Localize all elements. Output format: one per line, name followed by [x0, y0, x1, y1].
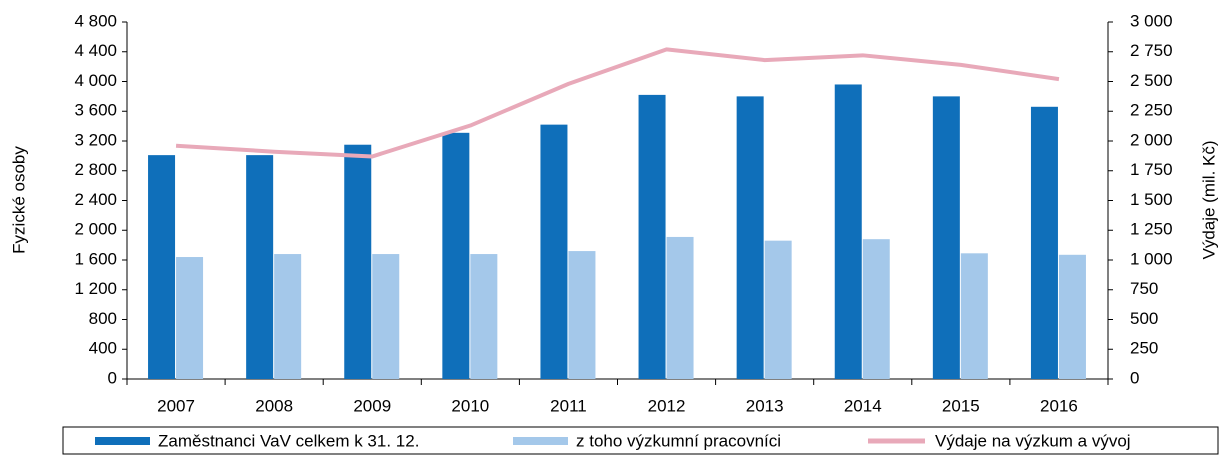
y2-tick-label: 2 000: [1130, 130, 1173, 149]
x-tick-label: 2010: [451, 396, 489, 415]
x-tick-label: 2014: [844, 396, 882, 415]
y-tick-label: 0: [108, 368, 117, 387]
y2-tick-label: 2 250: [1130, 101, 1173, 120]
bar: [344, 144, 372, 379]
y-tick-label: 2 000: [74, 220, 117, 239]
y2-tick-label: 500: [1130, 309, 1158, 328]
bar: [862, 239, 890, 379]
y2-tick-label: 1 750: [1130, 160, 1173, 179]
bar: [148, 155, 176, 379]
y-tick-label: 2 800: [74, 160, 117, 179]
y-tick-label: 2 400: [74, 190, 117, 209]
bar: [470, 254, 498, 379]
bar: [638, 94, 666, 379]
y-tick-label: 800: [89, 309, 117, 328]
bar: [442, 132, 470, 379]
x-tick-label: 2015: [942, 396, 980, 415]
bar: [1058, 254, 1086, 379]
y-tick-label: 3 200: [74, 130, 117, 149]
y-tick-label: 4 800: [74, 11, 117, 30]
y2-tick-label: 1 000: [1130, 249, 1173, 268]
bar: [568, 251, 596, 379]
x-tick-label: 2016: [1040, 396, 1078, 415]
legend-swatch: [513, 437, 568, 445]
y-tick-label: 1 200: [74, 279, 117, 298]
bar: [960, 253, 988, 379]
bar: [176, 257, 204, 379]
bar: [834, 84, 862, 379]
line: [175, 47, 1060, 159]
bar: [666, 236, 694, 379]
y2-tick-label: 2 750: [1130, 41, 1173, 60]
x-tick-label: 2009: [353, 396, 391, 415]
legend-swatch: [95, 437, 150, 445]
y2-tick-label: 1 250: [1130, 220, 1173, 239]
legend-label: z toho výzkumní pracovníci: [576, 431, 781, 450]
bar: [246, 155, 274, 379]
y2-tick-label: 2 500: [1130, 71, 1173, 90]
y-tick-label: 4 000: [74, 71, 117, 90]
legend-label: Výdaje na výzkum a vývoj: [935, 431, 1131, 450]
legend-box: [62, 426, 1219, 455]
bar: [736, 96, 764, 379]
bar: [764, 240, 792, 379]
bar: [372, 254, 400, 379]
bar: [540, 124, 568, 379]
x-tick-label: 2012: [648, 396, 686, 415]
x-tick-label: 2007: [157, 396, 195, 415]
bar: [932, 96, 960, 379]
y2-tick-label: 1 500: [1130, 190, 1173, 209]
bar: [274, 254, 302, 379]
y-axis-title: Fyzické osoby: [9, 146, 28, 254]
y-tick-label: 400: [89, 339, 117, 358]
y2-tick-label: 3 000: [1130, 11, 1173, 30]
legend-label: Zaměstnanci VaV celkem k 31. 12.: [158, 431, 419, 450]
x-tick-label: 2013: [746, 396, 784, 415]
bar: [1030, 106, 1058, 379]
y2-axis-title: Výdaje (mil. Kč): [1199, 140, 1218, 259]
y2-tick-label: 0: [1130, 368, 1139, 387]
y-tick-label: 4 400: [74, 41, 117, 60]
x-tick-label: 2008: [255, 396, 293, 415]
y2-tick-label: 250: [1130, 339, 1158, 358]
y-tick-label: 3 600: [74, 101, 117, 120]
x-tick-label: 2011: [550, 396, 587, 415]
y2-tick-label: 750: [1130, 279, 1158, 298]
y-tick-label: 1 600: [74, 249, 117, 268]
